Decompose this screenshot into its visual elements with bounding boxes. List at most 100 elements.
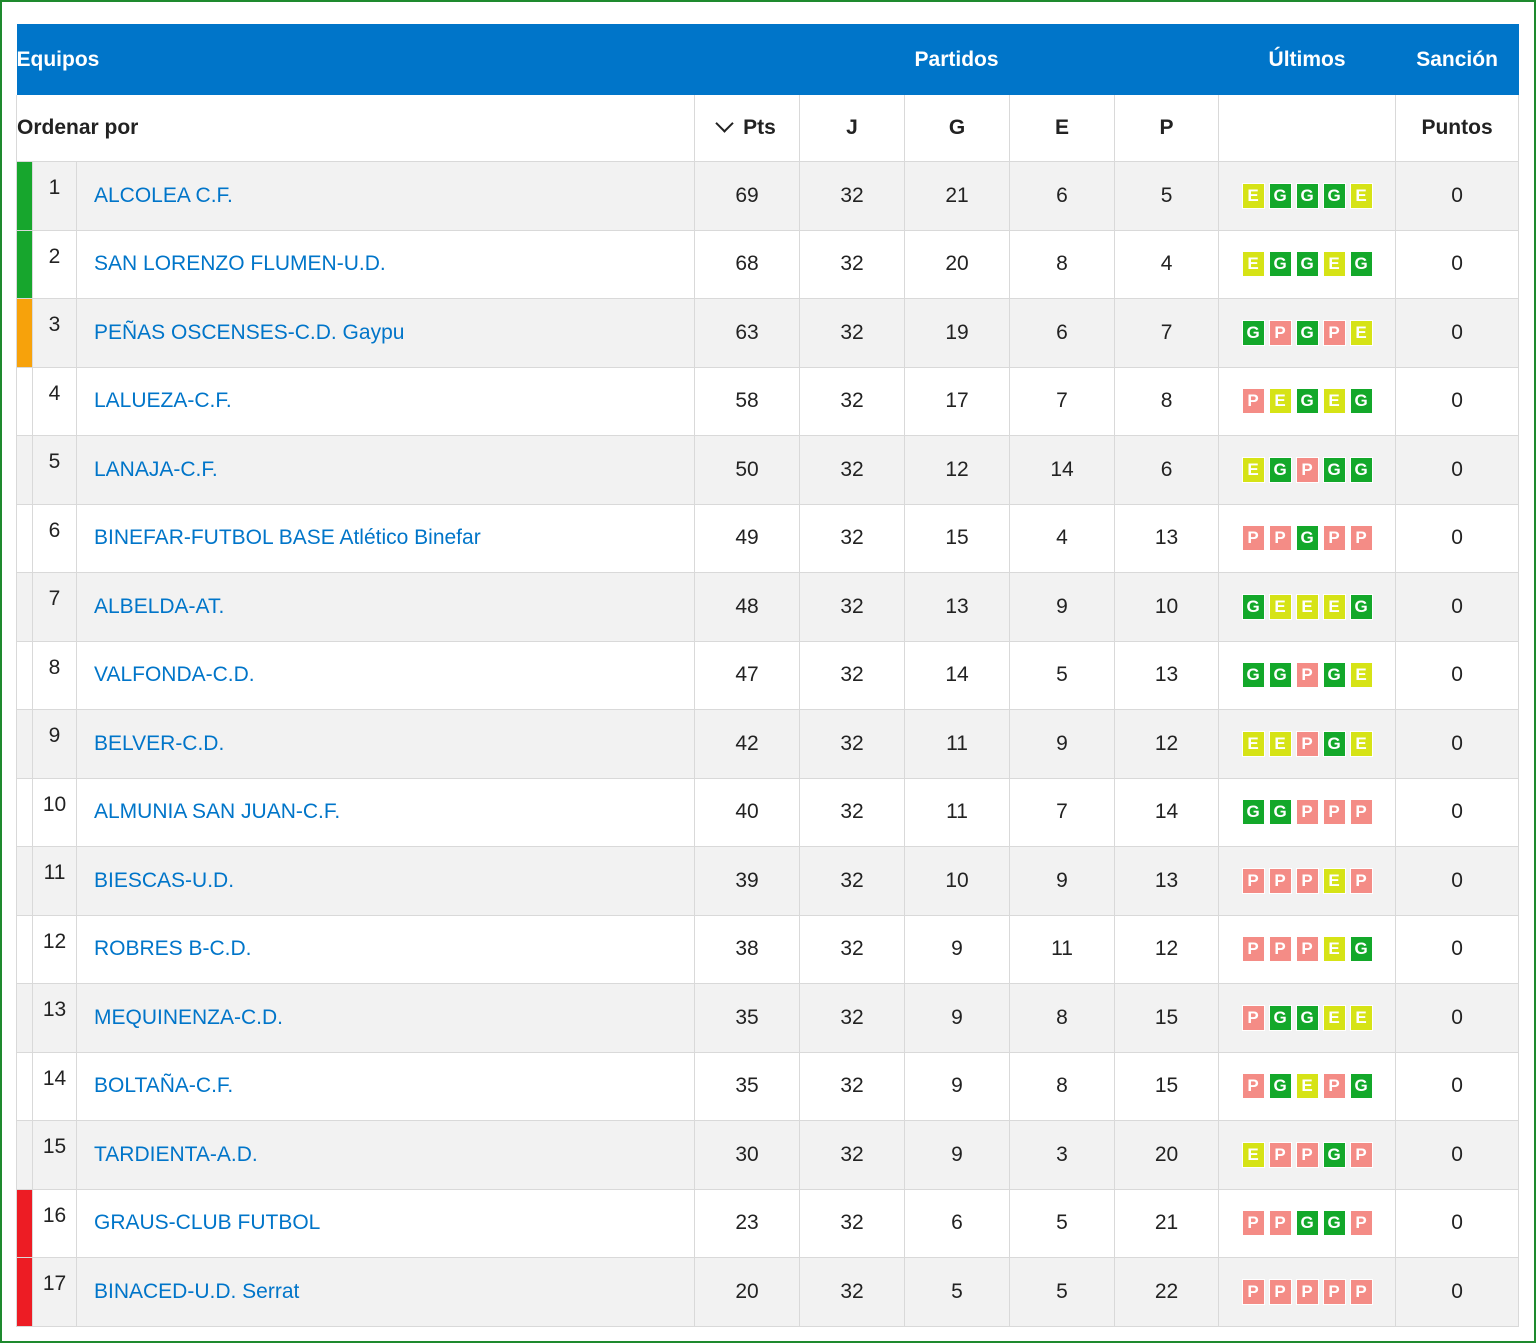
result-badge: G bbox=[1268, 182, 1292, 209]
lost-cell: 12 bbox=[1114, 709, 1219, 779]
team-link[interactable]: ALMUNIA SAN JUAN-C.F. bbox=[94, 800, 341, 824]
played-cell: 32 bbox=[799, 641, 905, 710]
won-cell: 9 bbox=[904, 983, 1010, 1053]
result-badge: G bbox=[1241, 662, 1265, 689]
result-badge: P bbox=[1241, 525, 1265, 552]
won-cell: 20 bbox=[904, 230, 1010, 299]
result-badge: P bbox=[1349, 867, 1373, 894]
position-cell: 2 bbox=[32, 230, 77, 299]
team-link[interactable]: LALUEZA-C.F. bbox=[94, 389, 232, 413]
table-row: 5 LANAJA-C.F. 50 32 12 14 6 E G P G G 0 bbox=[16, 435, 1520, 505]
position-cell: 17 bbox=[32, 1257, 77, 1327]
result-badge: P bbox=[1322, 799, 1346, 826]
table-row: 7 ALBELDA-AT. 48 32 13 9 10 G E E E G 0 bbox=[16, 572, 1520, 642]
zone-indicator bbox=[16, 778, 33, 847]
sanction-cell: 0 bbox=[1395, 1189, 1520, 1258]
result-badge: E bbox=[1241, 251, 1265, 278]
team-link[interactable]: PEÑAS OSCENSES-C.D. Gaypu bbox=[94, 320, 405, 344]
table-row: 8 VALFONDA-C.D. 47 32 14 5 13 G G P G E 0 bbox=[16, 641, 1520, 710]
result-badge: P bbox=[1349, 1278, 1373, 1305]
sanction-cell: 0 bbox=[1395, 1052, 1520, 1121]
result-badge: P bbox=[1322, 1073, 1346, 1100]
sort-j-button[interactable]: J bbox=[799, 95, 905, 162]
team-link[interactable]: LANAJA-C.F. bbox=[94, 457, 218, 481]
played-cell: 32 bbox=[799, 1257, 905, 1327]
drawn-cell: 4 bbox=[1009, 504, 1115, 573]
sort-e-button[interactable]: E bbox=[1009, 95, 1115, 162]
won-cell: 15 bbox=[904, 504, 1010, 573]
team-link[interactable]: MEQUINENZA-C.D. bbox=[94, 1005, 283, 1029]
team-link[interactable]: GRAUS-CLUB FUTBOL bbox=[94, 1211, 321, 1235]
header-sancion: Sanción bbox=[1395, 24, 1519, 95]
team-link[interactable]: BOLTAÑA-C.F. bbox=[94, 1074, 234, 1098]
won-cell: 6 bbox=[904, 1189, 1010, 1258]
lost-cell: 8 bbox=[1114, 367, 1219, 436]
sort-pts-button[interactable]: Pts bbox=[694, 95, 800, 162]
lost-cell: 20 bbox=[1114, 1120, 1219, 1190]
result-badge: G bbox=[1295, 388, 1319, 415]
sort-p-button[interactable]: P bbox=[1114, 95, 1219, 162]
result-badge: G bbox=[1295, 1004, 1319, 1031]
result-badge: G bbox=[1268, 799, 1292, 826]
team-cell: BOLTAÑA-C.F. bbox=[75, 1052, 695, 1121]
position-cell: 4 bbox=[32, 367, 77, 436]
team-link[interactable]: BELVER-C.D. bbox=[94, 731, 225, 755]
team-link[interactable]: ALBELDA-AT. bbox=[94, 594, 225, 618]
result-badge: P bbox=[1268, 1278, 1292, 1305]
result-badge: P bbox=[1322, 525, 1346, 552]
result-badge: P bbox=[1268, 525, 1292, 552]
drawn-cell: 3 bbox=[1009, 1120, 1115, 1190]
played-cell: 32 bbox=[799, 298, 905, 368]
drawn-cell: 11 bbox=[1009, 915, 1115, 984]
lost-cell: 21 bbox=[1114, 1189, 1219, 1258]
result-badge: G bbox=[1349, 936, 1373, 963]
result-badge: P bbox=[1241, 867, 1265, 894]
played-cell: 32 bbox=[799, 230, 905, 299]
played-cell: 32 bbox=[799, 709, 905, 779]
team-link[interactable]: VALFONDA-C.D. bbox=[94, 663, 255, 687]
sanction-cell: 0 bbox=[1395, 1257, 1520, 1327]
team-cell: MEQUINENZA-C.D. bbox=[75, 983, 695, 1053]
team-link[interactable]: BINEFAR-FUTBOL BASE Atlético Binefar bbox=[94, 526, 481, 550]
team-link[interactable]: SAN LORENZO FLUMEN-U.D. bbox=[94, 252, 386, 276]
team-cell: GRAUS-CLUB FUTBOL bbox=[75, 1189, 695, 1258]
team-link[interactable]: ALCOLEA C.F. bbox=[94, 183, 233, 207]
result-badge: P bbox=[1349, 1141, 1373, 1168]
zone-indicator bbox=[16, 1189, 33, 1258]
result-badge: E bbox=[1349, 182, 1373, 209]
position-cell: 13 bbox=[32, 983, 77, 1053]
sort-g-button[interactable]: G bbox=[904, 95, 1010, 162]
sanction-cell: 0 bbox=[1395, 778, 1520, 847]
result-badge: G bbox=[1349, 593, 1373, 620]
team-link[interactable]: TARDIENTA-A.D. bbox=[94, 1142, 258, 1166]
team-link[interactable]: BIESCAS-U.D. bbox=[94, 868, 235, 892]
result-badge: P bbox=[1268, 1141, 1292, 1168]
team-cell: BELVER-C.D. bbox=[75, 709, 695, 779]
position-cell: 9 bbox=[32, 709, 77, 779]
sanction-cell: 0 bbox=[1395, 161, 1520, 231]
won-cell: 9 bbox=[904, 915, 1010, 984]
team-link[interactable]: ROBRES B-C.D. bbox=[94, 937, 252, 961]
won-cell: 5 bbox=[904, 1257, 1010, 1327]
result-badge: G bbox=[1322, 1141, 1346, 1168]
position-cell: 8 bbox=[32, 641, 77, 710]
table-row: 14 BOLTAÑA-C.F. 35 32 9 8 15 P G E P G 0 bbox=[16, 1052, 1520, 1121]
team-link[interactable]: BINACED-U.D. Serrat bbox=[94, 1279, 300, 1303]
puntos-subheader: Puntos bbox=[1395, 95, 1520, 162]
result-badge: P bbox=[1295, 799, 1319, 826]
header-partidos: Partidos bbox=[694, 24, 1219, 95]
sanction-cell: 0 bbox=[1395, 1120, 1520, 1190]
lost-cell: 15 bbox=[1114, 983, 1219, 1053]
result-badge: E bbox=[1349, 319, 1373, 346]
result-badge: G bbox=[1268, 251, 1292, 278]
played-cell: 32 bbox=[799, 983, 905, 1053]
won-cell: 11 bbox=[904, 709, 1010, 779]
